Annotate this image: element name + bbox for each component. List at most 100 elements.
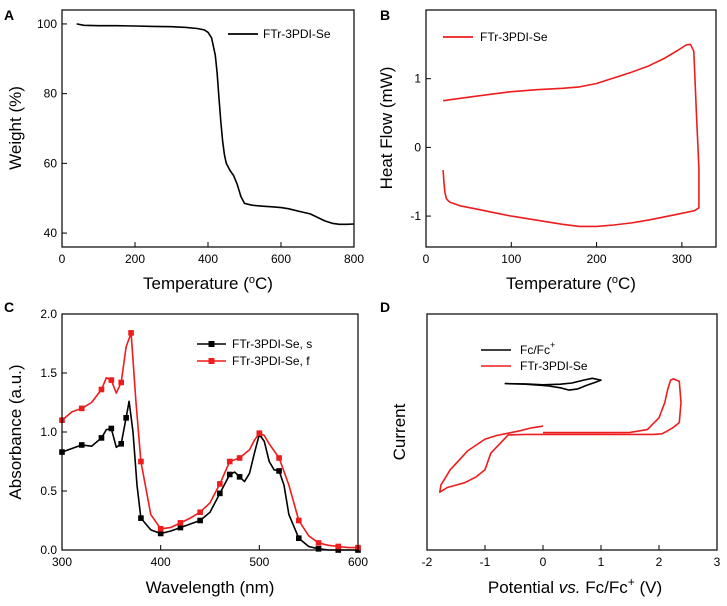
panel-b-letter: B: [380, 7, 390, 23]
data-point-c-0: [315, 546, 322, 552]
panel-c-xtick-label: 400: [151, 555, 171, 569]
data-point-c-1: [276, 455, 282, 461]
panel-c-xtick-label: 500: [249, 555, 269, 569]
series-line-c-0: [61, 400, 358, 551]
panel-b-legend: FTr-3PDI-Se: [443, 30, 548, 44]
data-point-c-0: [177, 524, 184, 531]
panel-d-plot: -2 -1 0 1 2 3: [422, 377, 721, 569]
panel-c-ytick-label: 0.0: [40, 543, 57, 557]
panel-a-ytick-label: 60: [44, 156, 58, 170]
legend-label-b: FTr-3PDI-Se: [480, 30, 548, 44]
panel-d-xtick-label: 3: [714, 555, 721, 569]
legend-label-a: FTr-3PDI-Se: [263, 27, 331, 41]
data-point-c-1: [177, 520, 184, 526]
panel-b-xtick-label: 200: [587, 252, 607, 266]
data-point-c-0: [296, 535, 302, 541]
panel-c-frame: [61, 313, 359, 551]
panel-b-xtick-label: 0: [423, 252, 430, 266]
data-point-c-1: [108, 377, 115, 383]
panel-d-xlabel: Potential vs. Fc/Fc+ (V): [488, 575, 662, 597]
panel-a: A 0 200 400 600 800 40 60 80 100 Temperature (oC…: [4, 7, 364, 293]
panel-b-xtick-label: 300: [672, 252, 692, 266]
panel-a-xlabel: Temperature (oC): [143, 274, 273, 293]
panel-c-xtick-label: 300: [52, 555, 72, 569]
data-point-c-1: [335, 543, 342, 550]
data-point-c-0: [123, 415, 129, 421]
data-point-c-0: [138, 515, 144, 521]
panel-c-plot: 300 400 500 600 0.0 0.5 1.0 1.5 2.0: [40, 307, 368, 569]
data-point-c-0: [98, 435, 105, 441]
panel-b: B 0 100 200 300 -1 0 1 Temperature (oC) Heat F…: [377, 7, 717, 293]
data-point-c-0: [217, 490, 223, 497]
panel-d-ylabel: Current: [390, 403, 409, 460]
panel-a-legend: FTr-3PDI-Se: [228, 27, 331, 41]
panel-d-xtick-label: 0: [540, 555, 547, 569]
panel-a-xtick-label: 600: [271, 252, 291, 266]
panel-a-plot: 0 200 400 600 800 40 60 80 100: [37, 17, 364, 266]
data-point-c-0: [118, 441, 124, 447]
data-point-c-1: [315, 540, 322, 546]
data-point-c-0: [78, 442, 85, 448]
data-point-c-1: [157, 525, 164, 532]
panel-b-plot: 0 100 200 300 -1 0 1: [410, 43, 700, 266]
panel-b-frame: [425, 9, 717, 248]
data-point-c-1: [78, 405, 85, 412]
data-point-c-0: [236, 474, 243, 480]
panel-c-letter: C: [4, 299, 14, 315]
panel-b-ytick-label: 0: [414, 140, 421, 154]
legend-marker-c1: [208, 341, 215, 347]
legend-marker-c2: [208, 358, 215, 364]
data-point-c-1: [118, 379, 124, 386]
data-point-c-1: [197, 509, 203, 516]
panel-b-xlabel: Temperature (oC): [506, 274, 636, 293]
panel-c-ytick-label: 2.0: [40, 307, 57, 321]
legend-label-c1: FTr-3PDI-Se, s: [232, 337, 312, 351]
legend-label-d2: FTr-3PDI-Se: [520, 359, 588, 373]
data-point-c-1: [226, 458, 233, 465]
panel-c-xtick-label: 600: [348, 555, 368, 569]
panel-a-xtick-label: 200: [125, 252, 145, 266]
panel-d-legend: Fc/Fc+ FTr-3PDI-Se: [481, 340, 588, 373]
data-point-c-1: [296, 517, 302, 524]
panel-b-ylabel: Heat Flow (mW): [377, 67, 396, 190]
legend-label-c2: FTr-3PDI-Se, f: [232, 354, 310, 368]
panel-d-xtick-label: 1: [598, 555, 605, 569]
data-point-c-1: [98, 386, 105, 393]
series-line-b-0: [442, 43, 700, 228]
panel-d-xtick-label: -2: [422, 555, 433, 569]
panel-d: D -2 -1 0 1 2 3 Potential vs. Fc/Fc+ (V) Curr…: [380, 299, 721, 597]
panel-c-ylabel: Absorbance (a.u.): [6, 364, 25, 499]
panel-a-ytick-label: 100: [37, 17, 57, 31]
panel-d-frame: [426, 313, 718, 551]
data-point-c-1: [217, 481, 223, 487]
data-point-c-0: [197, 517, 203, 524]
panel-d-letter: D: [380, 299, 390, 315]
series-line-c-1: [61, 332, 358, 549]
panel-a-xtick-label: 400: [198, 252, 218, 266]
series-line-a-0: [76, 23, 355, 226]
data-point-c-0: [157, 530, 164, 537]
panel-a-xtick-label: 0: [59, 252, 66, 266]
panel-a-ytick-label: 40: [44, 226, 58, 240]
data-point-c-0: [226, 471, 233, 478]
panel-d-xtick-label: 2: [656, 555, 663, 569]
legend-label-d1: Fc/Fc+: [520, 340, 555, 357]
panel-a-ytick-label: 80: [44, 87, 58, 101]
series-line-d-0: [504, 377, 602, 391]
panel-b-ytick-label: 1: [414, 72, 421, 86]
panel-d-xtick-label: -1: [480, 555, 491, 569]
panel-a-xtick-label: 800: [344, 252, 364, 266]
panel-a-letter: A: [4, 7, 14, 23]
panel-c-xlabel: Wavelength (nm): [146, 578, 275, 597]
panel-b-xtick-label: 100: [501, 252, 521, 266]
panel-c: C 300 400 500 600 0.0 0.5 1.0 1.5 2.0 Wavelength…: [4, 299, 368, 597]
series-line-d-1: [439, 378, 682, 493]
data-point-c-1: [128, 330, 134, 336]
data-point-c-1: [256, 430, 263, 436]
panel-a-ylabel: Weight (%): [6, 86, 25, 170]
panel-c-ytick-label: 1.5: [40, 366, 57, 380]
data-point-c-0: [276, 468, 282, 474]
data-point-c-1: [236, 455, 243, 461]
panel-a-frame: [61, 9, 355, 248]
